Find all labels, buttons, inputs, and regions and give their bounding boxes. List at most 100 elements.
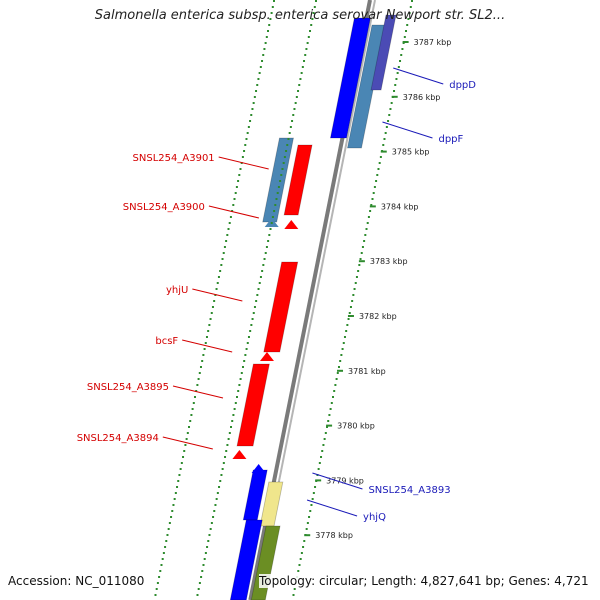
outer-left-tick-rail (219, 270, 222, 272)
right-tick-rail (388, 114, 391, 116)
right-tick-rail (357, 270, 360, 272)
outer-left-tick-rail (239, 168, 242, 170)
left-tick-rail (297, 90, 300, 92)
outer-left-tick-rail (232, 204, 235, 206)
left-tick-rail (251, 318, 254, 320)
right-tick-rail (309, 510, 312, 512)
rna-olive-bottom (250, 525, 281, 600)
right-tick-rail (373, 186, 376, 188)
left-tick-rail (285, 150, 288, 152)
right-tick-rail (293, 588, 296, 590)
outer-left-tick-rail (184, 444, 187, 446)
left-tick-rail (224, 456, 227, 458)
right-tick-rail (349, 306, 352, 308)
left-tick-rail (307, 36, 310, 38)
outer-left-tick-rail (233, 198, 236, 200)
left-tick-rail (291, 120, 294, 122)
outer-left-tick-rail (252, 102, 255, 104)
left-tick-rail (255, 300, 258, 302)
left-tick-rail (311, 18, 314, 20)
left-tick-rail (261, 270, 264, 272)
left-tick-rail (209, 528, 212, 530)
outer-left-tick-rail (170, 516, 173, 518)
left-tick-rail (303, 60, 306, 62)
left-tick-rail (276, 192, 279, 194)
left-tick-rail (259, 276, 262, 278)
gene-label-yhju: yhjU (166, 285, 188, 296)
kbp-tick-label: 3787 kbp (414, 38, 452, 47)
left-tick-rail (197, 588, 200, 590)
right-tick-rail (351, 300, 354, 302)
left-tick-rail (299, 78, 302, 80)
left-tick-rail (280, 174, 283, 176)
left-tick-rail (253, 306, 256, 308)
right-tick-rail (348, 312, 351, 314)
outer-left-tick-rail (196, 384, 199, 386)
gene-leader-line (192, 288, 243, 302)
left-tick-rail (202, 564, 205, 566)
right-tick-rail (394, 84, 397, 86)
outer-left-tick-rail (251, 108, 254, 110)
left-tick-rail (258, 282, 261, 284)
left-tick-rail (249, 330, 252, 332)
gene-label-yhjq: yhjQ (363, 512, 386, 523)
outer-left-tick-rail (253, 96, 256, 98)
right-tick-rail (305, 528, 308, 530)
outer-left-tick-rail (250, 114, 253, 116)
right-tick-rail (331, 396, 334, 398)
outer-left-tick-rail (180, 462, 183, 464)
right-tick-rail (376, 174, 379, 176)
left-tick-rail (196, 594, 199, 596)
outer-left-tick-rail (268, 24, 271, 26)
outer-left-tick-rail (265, 36, 268, 38)
outer-left-tick-rail (205, 336, 208, 338)
left-tick-rail (294, 102, 297, 104)
left-tick-rail (288, 132, 291, 134)
right-tick-rail (341, 348, 344, 350)
outer-left-tick-rail (191, 408, 194, 410)
left-tick-rail (283, 156, 286, 158)
cds-blue-top (329, 17, 371, 139)
left-tick-rail (218, 486, 221, 488)
outer-left-tick-rail (217, 276, 220, 278)
right-tick-rail (320, 456, 323, 458)
right-tick-rail (364, 234, 367, 236)
kbp-tick-label: 3778 kbp (315, 531, 353, 540)
right-tick-rail (361, 246, 364, 248)
right-tick-rail (358, 264, 361, 266)
left-tick-rail (235, 396, 238, 398)
outer-left-tick-rail (246, 132, 249, 134)
right-tick-rail (396, 72, 399, 74)
gene-label-snsl254_a3894: SNSL254_A3894 (77, 433, 159, 444)
left-tick-rail (277, 186, 280, 188)
left-tick-rail (250, 324, 253, 326)
left-tick-rail (216, 492, 219, 494)
cds-steelblue-top (346, 24, 387, 149)
left-tick-rail (301, 66, 304, 68)
outer-left-tick-rail (165, 540, 168, 542)
outer-left-tick-rail (244, 144, 247, 146)
left-tick-rail (273, 210, 276, 212)
right-tick-rail (367, 216, 370, 218)
left-tick-rail (201, 570, 204, 572)
right-tick-rail (327, 420, 330, 422)
outer-left-tick-rail (262, 54, 265, 56)
left-tick-rail (286, 144, 289, 146)
left-tick-rail (287, 138, 290, 140)
gene-label-snsl254_a3900: SNSL254_A3900 (123, 202, 205, 213)
left-tick-rail (221, 468, 224, 470)
right-tick-rail (297, 570, 300, 572)
outer-left-tick-rail (199, 366, 202, 368)
left-tick-rail (204, 552, 207, 554)
outer-left-tick-rail (255, 90, 258, 92)
outer-left-tick-rail (156, 582, 159, 584)
left-tick-rail (208, 534, 211, 536)
gene-leader-line (382, 121, 433, 139)
outer-left-tick-rail (226, 234, 229, 236)
right-tick-rail (311, 498, 314, 500)
outer-left-tick-rail (220, 264, 223, 266)
left-tick-rail (198, 582, 201, 584)
gene-label-snsl254_a3895: SNSL254_A3895 (87, 382, 169, 393)
outer-left-tick-rail (166, 534, 169, 536)
outer-left-tick-rail (160, 564, 163, 566)
